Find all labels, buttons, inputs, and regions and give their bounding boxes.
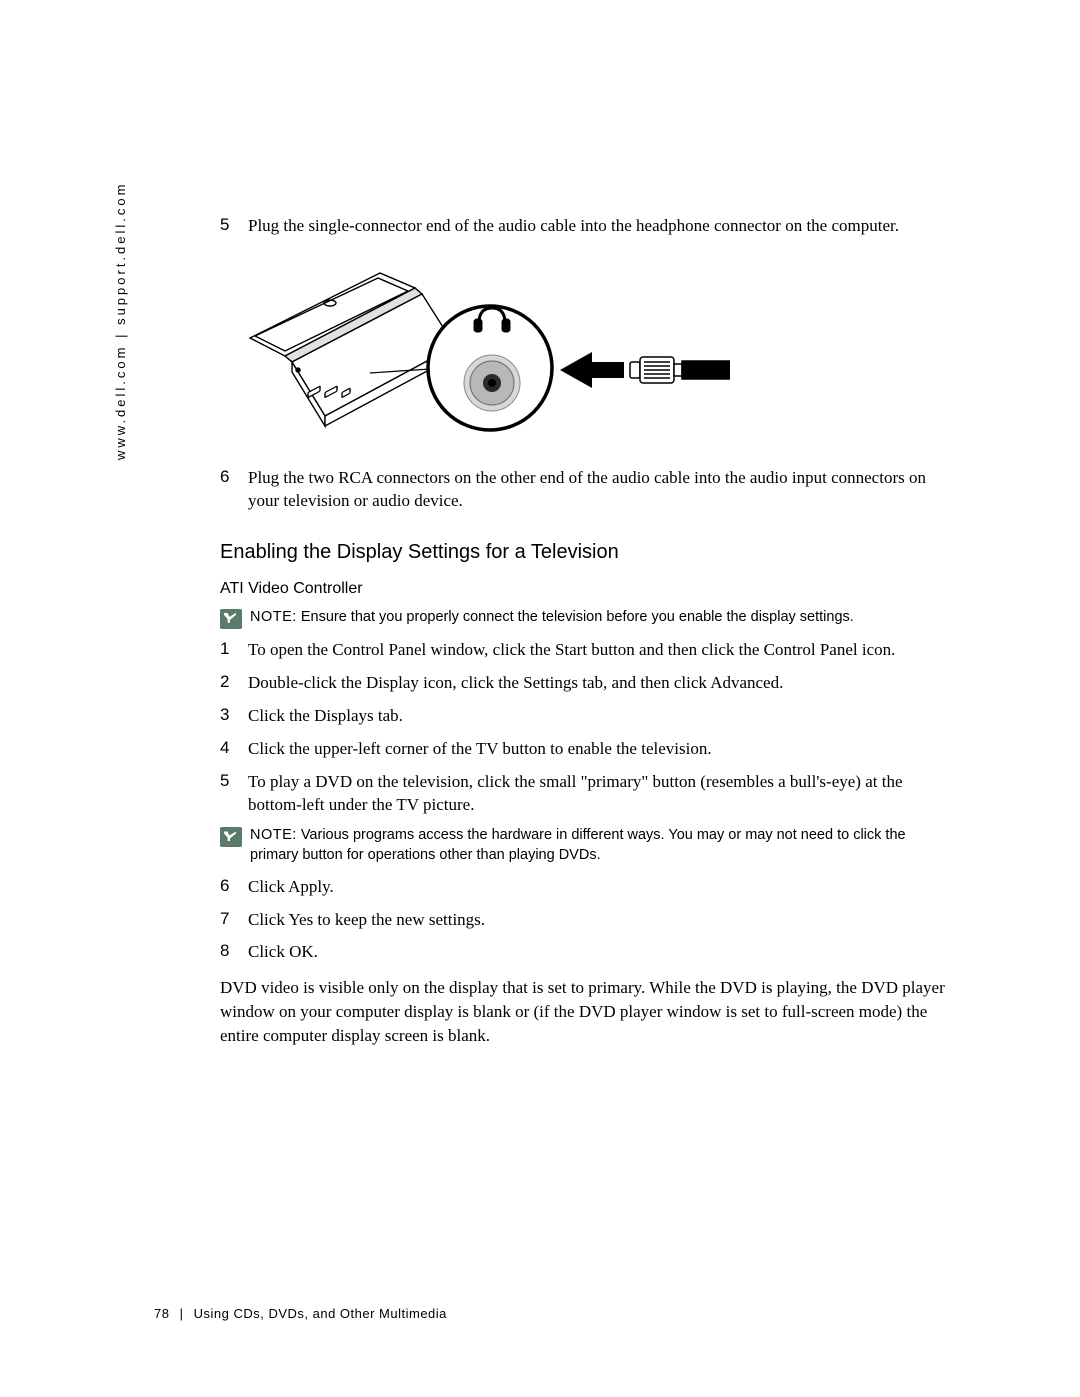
note-block-1: NOTE: Ensure that you properly connect t… — [220, 608, 950, 629]
step-number: 7 — [220, 909, 248, 932]
step-text: Click Apply. — [248, 876, 950, 899]
ati-step-4: 4 Click the upper-left corner of the TV … — [220, 738, 950, 761]
note-icon — [220, 609, 242, 629]
step-number: 5 — [220, 215, 248, 238]
step-text: Click the Displays tab. — [248, 705, 950, 728]
body-paragraph: DVD video is visible only on the display… — [220, 976, 950, 1047]
step-number: 1 — [220, 639, 248, 662]
step-number: 4 — [220, 738, 248, 761]
step-number: 8 — [220, 941, 248, 964]
footer-separator: | — [180, 1306, 184, 1321]
ati-step-2: 2 Double-click the Display icon, click t… — [220, 672, 950, 695]
note-icon — [220, 827, 242, 847]
note-block-2: NOTE: Various programs access the hardwa… — [220, 826, 950, 865]
subsection-heading: ATI Video Controller — [220, 580, 950, 598]
chapter-title: Using CDs, DVDs, and Other Multimedia — [194, 1306, 447, 1321]
ati-step-6: 6 Click Apply. — [220, 876, 950, 899]
step-number: 6 — [220, 876, 248, 899]
note-label: NOTE: — [250, 827, 297, 843]
step-text: Click Yes to keep the new settings. — [248, 909, 950, 932]
step-number: 6 — [220, 467, 248, 513]
step-text: To open the Control Panel window, click … — [248, 639, 950, 662]
ati-step-8: 8 Click OK. — [220, 941, 950, 964]
page-number: 78 — [154, 1306, 169, 1321]
step-text: Click the upper-left corner of the TV bu… — [248, 738, 950, 761]
step-5: 5 Plug the single-connector end of the a… — [220, 215, 950, 238]
step-text: Click OK. — [248, 941, 950, 964]
ati-steps: 1 To open the Control Panel window, clic… — [220, 639, 950, 965]
note-body: Various programs access the hardware in … — [250, 827, 906, 863]
note-text: NOTE: Ensure that you properly connect t… — [250, 608, 950, 628]
section-heading: Enabling the Display Settings for a Tele… — [220, 541, 950, 564]
page-footer: 78 | Using CDs, DVDs, and Other Multimed… — [154, 1306, 447, 1321]
ati-step-1: 1 To open the Control Panel window, clic… — [220, 639, 950, 662]
ati-step-7: 7 Click Yes to keep the new settings. — [220, 909, 950, 932]
page-content: 5 Plug the single-connector end of the a… — [220, 215, 950, 1048]
step-number: 3 — [220, 705, 248, 728]
ati-step-3: 3 Click the Displays tab. — [220, 705, 950, 728]
laptop-audio-jack-figure — [230, 258, 730, 443]
step-number: 2 — [220, 672, 248, 695]
ati-step-5: 5 To play a DVD on the television, click… — [220, 771, 950, 817]
step-text: Plug the single-connector end of the aud… — [248, 215, 950, 238]
step-text: Plug the two RCA connectors on the other… — [248, 467, 950, 513]
note-text: NOTE: Various programs access the hardwa… — [250, 826, 950, 865]
step-6: 6 Plug the two RCA connectors on the oth… — [220, 467, 950, 513]
step-text: Double-click the Display icon, click the… — [248, 672, 950, 695]
note-body: Ensure that you properly connect the tel… — [297, 609, 854, 625]
note-label: NOTE: — [250, 609, 297, 625]
step-number: 5 — [220, 771, 248, 817]
step-text: To play a DVD on the television, click t… — [248, 771, 950, 817]
sidebar-url: www.dell.com | support.dell.com — [113, 182, 128, 460]
